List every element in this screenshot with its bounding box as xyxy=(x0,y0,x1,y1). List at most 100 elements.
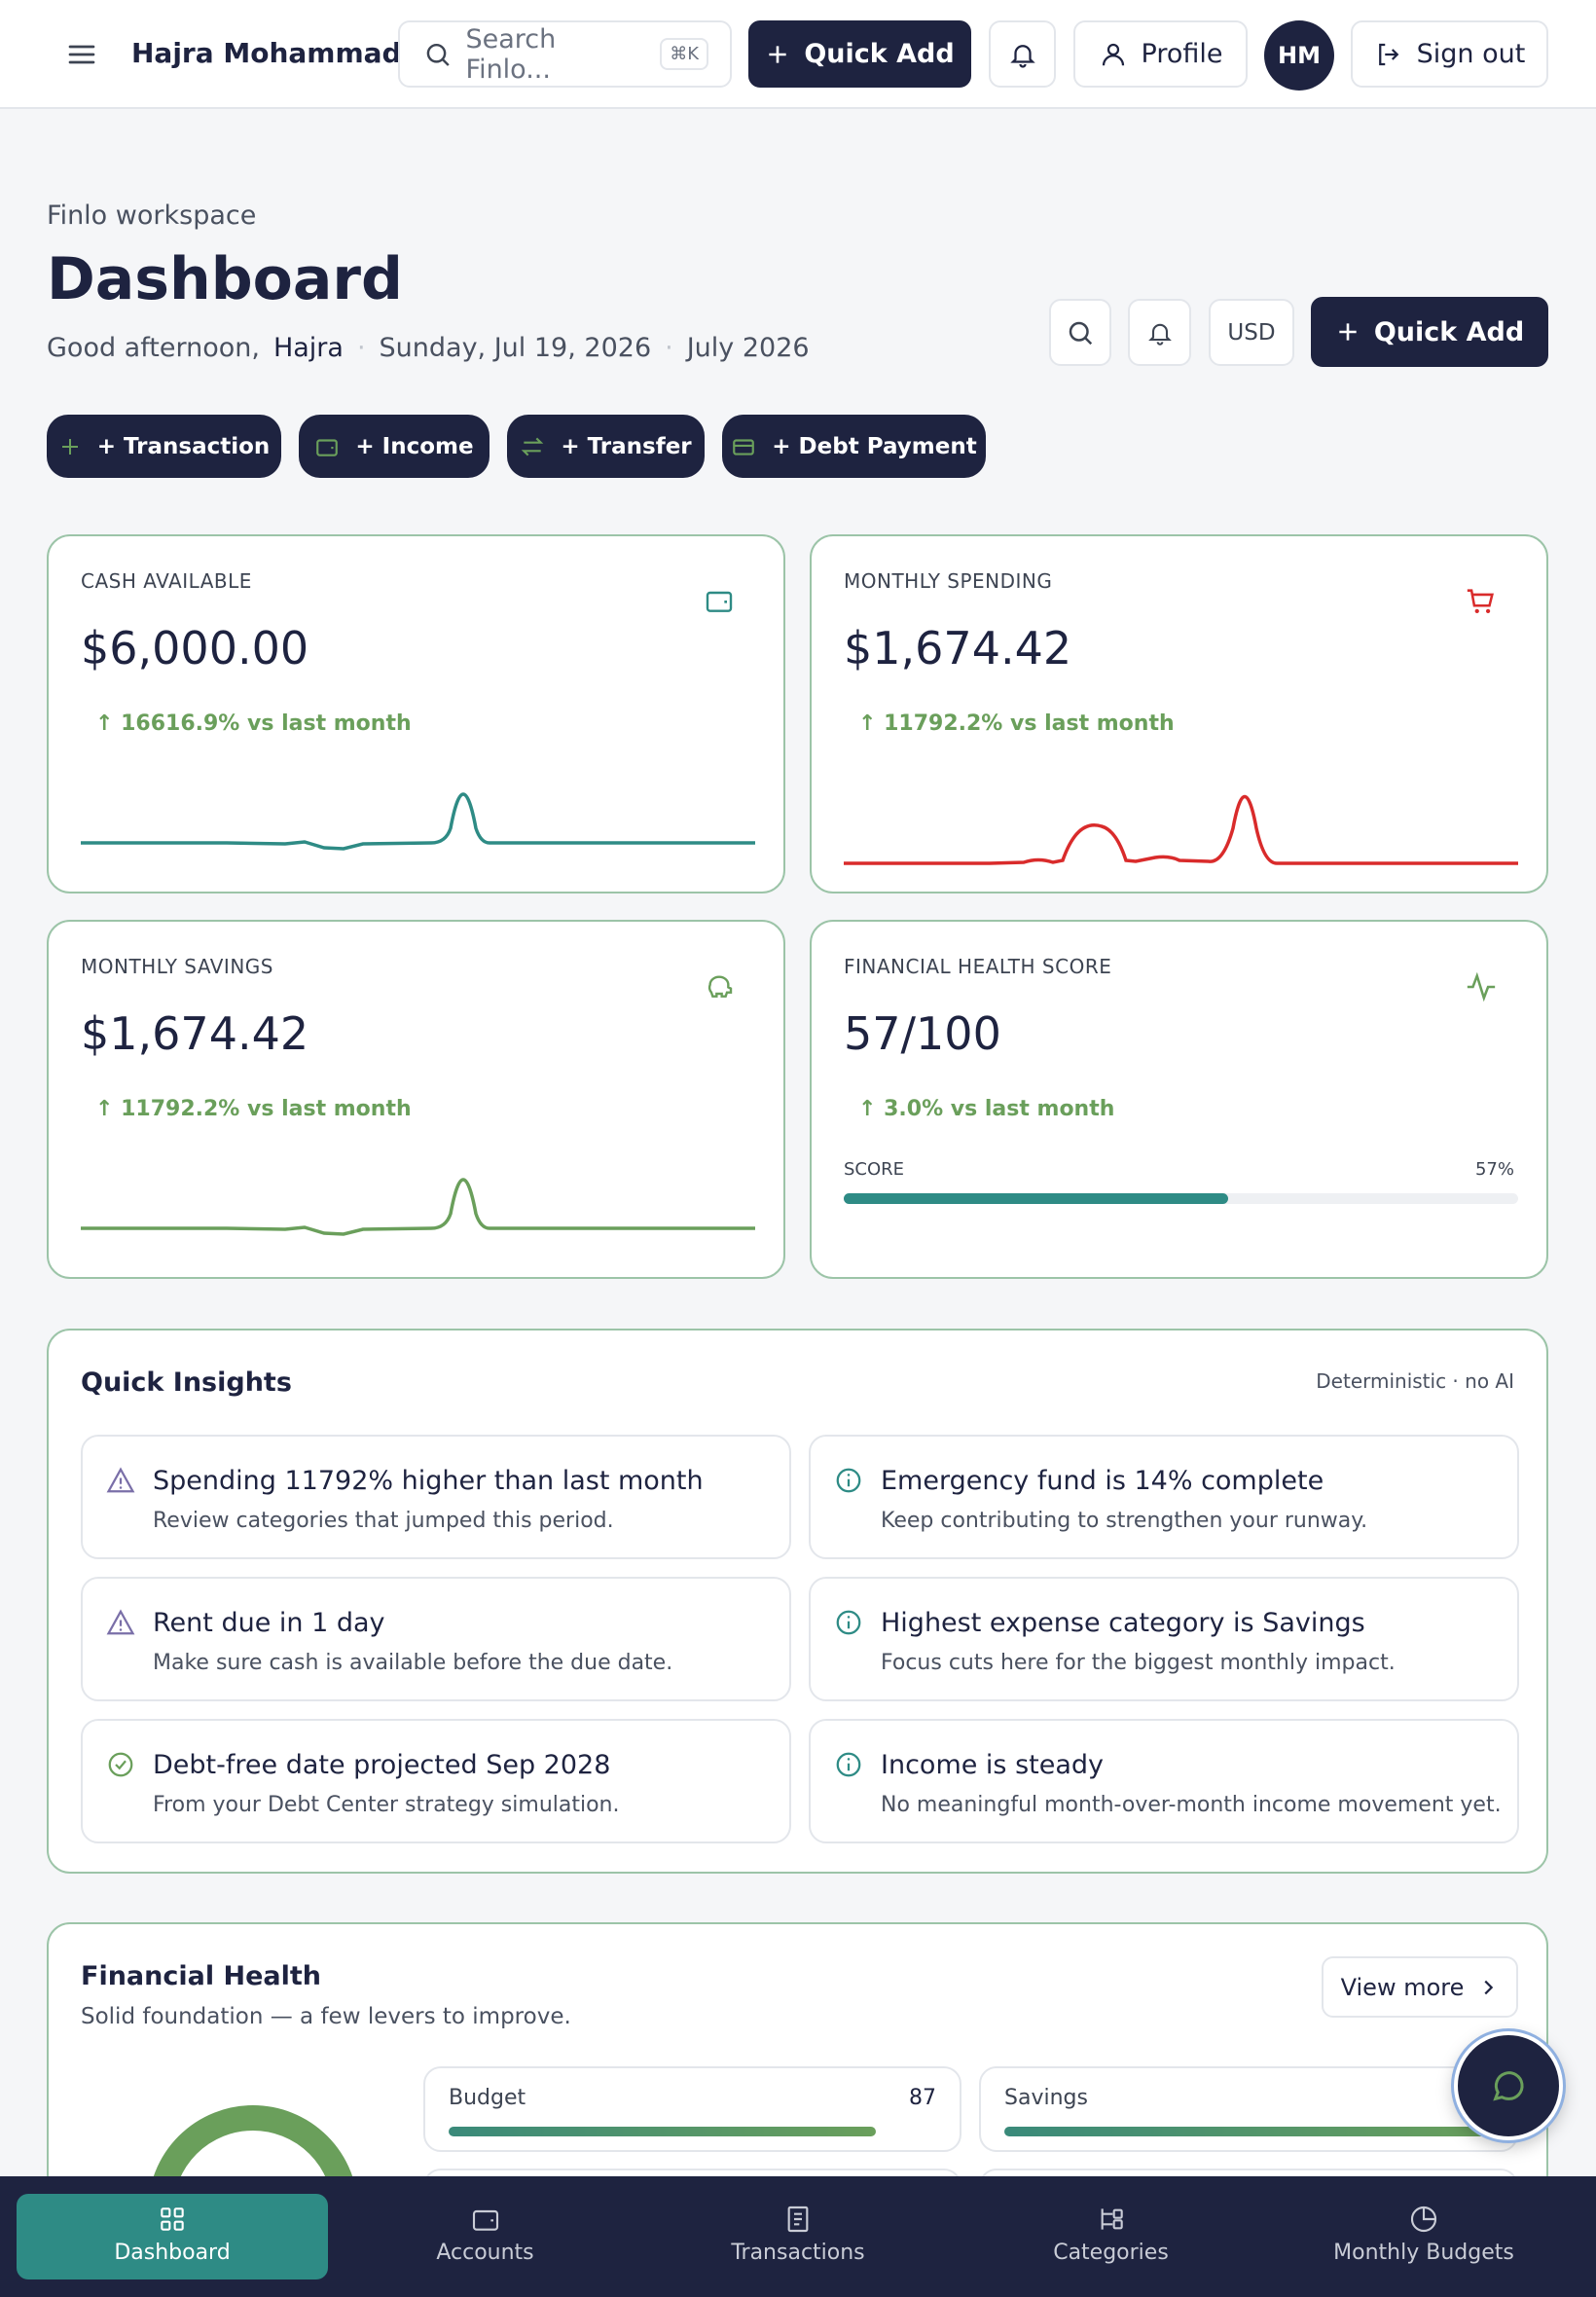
sparkline xyxy=(81,792,755,851)
nav-label: Accounts xyxy=(436,2241,534,2265)
metric-label: MONTHLY SPENDING xyxy=(844,569,1053,593)
metric-value: 57/100 xyxy=(844,1007,1001,1060)
search-button[interactable] xyxy=(1049,299,1111,366)
user-icon xyxy=(1102,43,1124,65)
page-title: Dashboard xyxy=(47,245,403,313)
profile-button[interactable]: Profile xyxy=(1073,20,1248,88)
nav-item[interactable]: Transactions xyxy=(642,2194,954,2279)
sparkline xyxy=(844,794,1518,865)
card-icon xyxy=(733,438,755,456)
insight-title: Emergency fund is 14% complete xyxy=(881,1466,1324,1496)
factor-value: 87 xyxy=(909,2086,936,2110)
subtitle: Good afternoon, Hajra · Sunday, Jul 19, … xyxy=(47,333,810,363)
insight-text: No meaningful month-over-month income mo… xyxy=(881,1793,1502,1817)
metric-change: ↑ 11792.2% vs last month xyxy=(95,1097,412,1121)
bell-icon xyxy=(1009,44,1035,68)
metric-card: FINANCIAL HEALTH SCORE 57/100 ↑ 3.0% vs … xyxy=(810,920,1548,1279)
insight-text: Keep contributing to strengthen your run… xyxy=(881,1509,1368,1533)
piggy-icon xyxy=(707,975,733,998)
bottom-nav: Dashboard Accounts Transactions Categories M… xyxy=(0,2176,1596,2297)
action-button[interactable]: + Debt Payment xyxy=(722,415,986,478)
currency-button[interactable]: USD xyxy=(1209,299,1294,366)
insight-icon xyxy=(836,1752,861,1777)
nav-item[interactable]: Categories xyxy=(956,2194,1267,2279)
period: July 2026 xyxy=(686,333,810,363)
insight-item: Spending 11792% higher than last month Re… xyxy=(81,1435,791,1559)
insight-item: Highest expense category is Savings Focus… xyxy=(809,1577,1519,1701)
nav-icon xyxy=(161,2207,184,2231)
section-title: Financial Health xyxy=(81,1961,322,1991)
insights-note: Deterministic · no AI xyxy=(1316,1369,1514,1393)
insight-title: Income is steady xyxy=(881,1750,1105,1780)
bell-button[interactable] xyxy=(1128,299,1191,366)
nav-item[interactable]: Monthly Budgets xyxy=(1268,2194,1579,2279)
quick-add-label: Quick Add xyxy=(804,39,955,69)
quick-add-button[interactable]: Quick Add xyxy=(748,20,971,88)
greeting: Good afternoon, xyxy=(47,333,260,363)
wallet-icon xyxy=(316,438,339,456)
nav-icon xyxy=(787,2206,809,2233)
factor-bar xyxy=(1004,2127,1497,2136)
plus-icon xyxy=(61,438,78,455)
eyebrow: Finlo workspace xyxy=(47,201,257,231)
score-label: SCORE xyxy=(844,1159,905,1180)
insight-text: Review categories that jumped this perio… xyxy=(153,1509,614,1533)
shortcut: ⌘K xyxy=(660,38,708,70)
insight-text: From your Debt Center strategy simulatio… xyxy=(153,1793,620,1817)
action-button[interactable]: + Transaction xyxy=(47,415,281,478)
sign-out-button[interactable]: Sign out xyxy=(1351,20,1548,88)
section-subtitle: Solid foundation — a few levers to impro… xyxy=(81,2004,571,2029)
nav-icon xyxy=(472,2209,498,2231)
bell-icon xyxy=(1147,323,1172,346)
metric-card: MONTHLY SAVINGS $1,674.42 ↑ 11792.2% vs … xyxy=(47,920,785,1279)
sign-out-icon xyxy=(1378,43,1398,65)
insight-icon xyxy=(106,1609,135,1635)
insights-card: Quick Insights Deterministic · no AI Spe… xyxy=(47,1329,1548,1874)
nav-label: Transactions xyxy=(731,2241,865,2265)
quick-add-label: Quick Add xyxy=(1373,316,1525,347)
action-label: + Transfer xyxy=(561,433,692,459)
search-box[interactable]: Search Finlo... ⌘K xyxy=(398,20,732,88)
view-more-button[interactable]: View more xyxy=(1322,1956,1518,2018)
plus-icon xyxy=(1339,323,1357,341)
top-bar: Hajra Mohammad... Search Finlo... ⌘K Qui… xyxy=(0,0,1596,109)
profile-label: Profile xyxy=(1141,39,1223,69)
insight-title: Debt-free date projected Sep 2028 xyxy=(153,1750,611,1780)
insight-icon xyxy=(836,1468,861,1493)
insight-icon xyxy=(108,1752,133,1777)
metric-value: $1,674.42 xyxy=(844,622,1072,675)
view-more-label: View more xyxy=(1340,1973,1465,2001)
search-icon xyxy=(426,43,450,66)
factor-track xyxy=(449,2127,940,2136)
wallet-icon xyxy=(706,591,733,612)
greeting-name: Hajra xyxy=(272,333,344,363)
insight-item: Emergency fund is 14% complete Keep contr… xyxy=(809,1435,1519,1559)
metric-label: FINANCIAL HEALTH SCORE xyxy=(844,955,1112,978)
insight-title: Rent due in 1 day xyxy=(153,1608,385,1638)
metric-value: $1,674.42 xyxy=(81,1007,309,1060)
action-label: + Income xyxy=(355,433,474,459)
action-button[interactable]: + Income xyxy=(299,415,490,478)
nav-label: Monthly Budgets xyxy=(1333,2241,1514,2265)
search-icon xyxy=(1069,321,1093,345)
nav-icon xyxy=(1101,2208,1123,2230)
action-label: + Debt Payment xyxy=(772,433,977,459)
menu-icon[interactable] xyxy=(66,39,97,70)
chat-button[interactable] xyxy=(1454,2031,1563,2140)
notifications-button[interactable] xyxy=(989,20,1056,88)
insight-item: Income is steady No meaningful month-over… xyxy=(809,1719,1519,1843)
metric-label: CASH AVAILABLE xyxy=(81,569,252,593)
cart-icon xyxy=(1467,589,1494,614)
metric-label: MONTHLY SAVINGS xyxy=(81,955,273,978)
factor-name: Budget xyxy=(449,2086,526,2110)
avatar[interactable]: HM xyxy=(1264,20,1334,91)
nav-item[interactable]: Accounts xyxy=(330,2194,641,2279)
action-button[interactable]: + Transfer xyxy=(507,415,705,478)
sparkline xyxy=(81,1178,755,1236)
nav-item[interactable]: Dashboard xyxy=(17,2194,328,2279)
search-placeholder: Search Finlo... xyxy=(465,23,557,85)
quick-add-button[interactable]: Quick Add xyxy=(1311,297,1548,367)
nav-icon xyxy=(1410,2206,1437,2233)
activity-icon xyxy=(1467,971,1496,1003)
